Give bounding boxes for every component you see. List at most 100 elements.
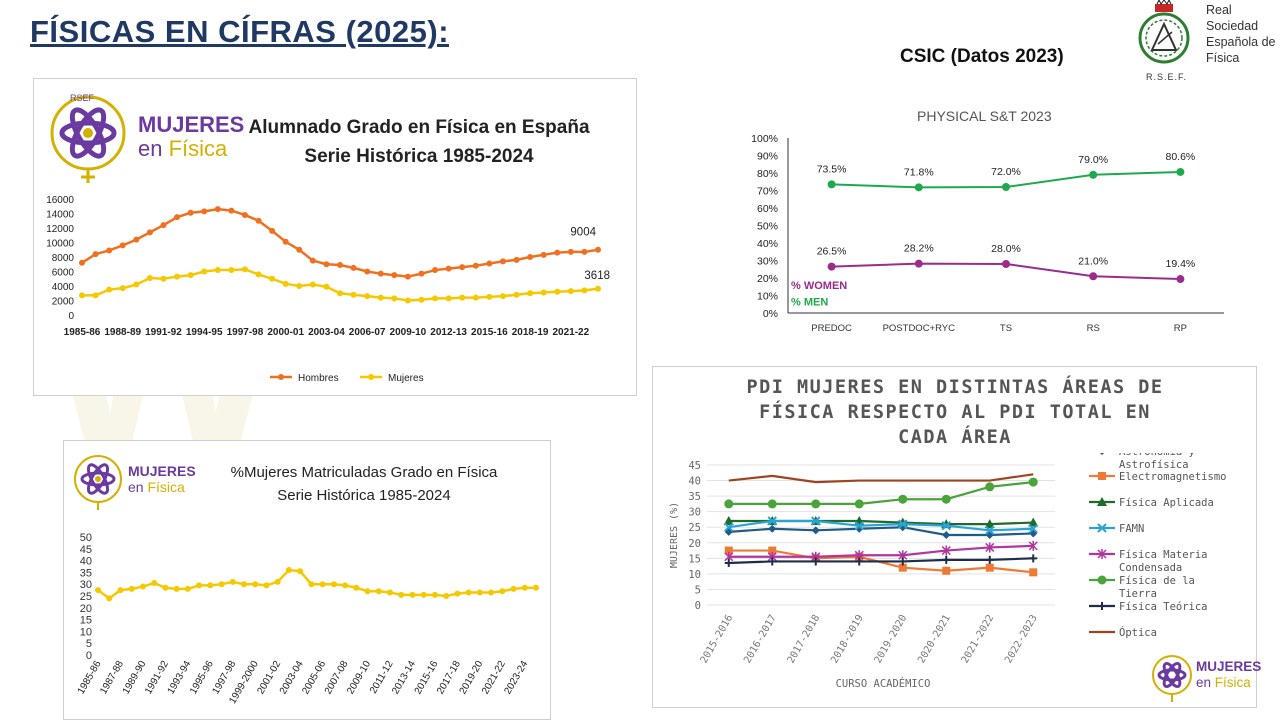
data-point xyxy=(319,581,326,588)
data-point xyxy=(914,183,923,192)
y-axis-label: MUJERES (%) xyxy=(669,502,680,568)
data-point xyxy=(1098,472,1106,480)
data-point xyxy=(898,494,908,504)
data-point xyxy=(282,280,289,287)
x-tick-label: RS xyxy=(1087,323,1100,334)
data-point xyxy=(554,249,561,256)
data-point xyxy=(914,259,923,268)
data-point xyxy=(133,236,140,243)
data-point xyxy=(255,217,262,224)
data-point xyxy=(985,563,994,572)
data-point xyxy=(404,273,411,280)
y-tick-label: 0 xyxy=(86,650,92,662)
data-point xyxy=(499,258,506,265)
data-point xyxy=(309,257,316,264)
data-point xyxy=(942,531,951,539)
data-point xyxy=(174,214,181,221)
x-tick-label: 2017-2018 xyxy=(786,613,823,665)
data-point xyxy=(1028,477,1038,487)
data-point xyxy=(162,584,169,591)
alumnado-line-chart: 16000 14000 12000 10000 8000 6000 4000 2000 0 198… xyxy=(46,195,610,384)
data-point xyxy=(308,581,315,588)
data-point xyxy=(581,248,588,255)
y-tick-label: 20 xyxy=(688,538,701,550)
data-point xyxy=(854,520,864,531)
data-point xyxy=(767,499,777,509)
data-point xyxy=(330,581,337,588)
data-point xyxy=(488,589,495,596)
x-tick-label: POSTDOC+RYC xyxy=(883,323,956,334)
data-point xyxy=(554,288,561,295)
data-point xyxy=(418,270,425,277)
alumnado-chart-title: Alumnado Grado en Física en España Serie… xyxy=(248,117,590,167)
data-point xyxy=(827,262,836,271)
data-point xyxy=(527,254,534,260)
data-point xyxy=(79,259,85,266)
y-tick-label: 12000 xyxy=(46,224,74,235)
logo-rsef-text: RSEF xyxy=(70,93,95,103)
data-point xyxy=(724,522,734,532)
data-point xyxy=(350,264,357,271)
data-point xyxy=(1089,170,1098,179)
data-point xyxy=(985,542,995,553)
data-point xyxy=(214,206,221,213)
data-point xyxy=(898,519,908,529)
csic-label: CSIC (Datos 2023) xyxy=(900,46,1064,67)
data-point xyxy=(263,582,270,589)
data-point xyxy=(595,285,601,292)
data-point xyxy=(364,268,371,275)
mujeres-fisica-logo-small-icon xyxy=(74,455,122,510)
data-point xyxy=(431,591,438,598)
data-point xyxy=(1029,554,1038,563)
data-point xyxy=(128,585,135,592)
y-tick-label: 35 xyxy=(688,491,701,503)
data-point xyxy=(79,292,85,299)
rsef-abbrev: R.S.E.F. xyxy=(1146,72,1188,82)
data-point xyxy=(486,260,493,267)
x-tick-label: TS xyxy=(1000,323,1012,334)
legend-label: Óptica xyxy=(1119,626,1157,639)
data-point xyxy=(811,526,820,535)
data-point xyxy=(499,588,506,595)
data-label: 71.8% xyxy=(904,166,934,178)
data-point xyxy=(1176,167,1185,176)
data-point xyxy=(106,247,113,254)
y-tick-label: 16000 xyxy=(46,195,74,206)
legend-label: Hombres xyxy=(298,373,339,384)
data-point xyxy=(567,248,574,255)
data-point xyxy=(92,251,99,258)
series-line-mujeres xyxy=(97,568,536,600)
data-point xyxy=(827,180,836,189)
data-point xyxy=(724,546,733,555)
y-tick-label: 40% xyxy=(757,238,778,250)
data-point xyxy=(269,275,276,282)
data-point xyxy=(1028,524,1038,534)
data-label: 73.5% xyxy=(817,163,847,175)
data-point xyxy=(941,520,951,531)
data-point xyxy=(387,589,393,596)
data-label: 26.5% xyxy=(817,246,847,258)
data-point xyxy=(445,295,452,302)
data-point xyxy=(459,294,466,301)
legend-label: Física Teórica xyxy=(1119,601,1208,613)
data-point xyxy=(187,272,194,279)
data-point xyxy=(187,209,194,216)
porcentaje-line-chart: 504540353025201510501985-861987-881989-9… xyxy=(76,532,539,706)
data-point xyxy=(942,566,951,575)
data-point xyxy=(117,587,124,594)
data-label: 21.0% xyxy=(1078,255,1108,267)
y-tick-label: 90% xyxy=(757,151,778,163)
data-point xyxy=(309,281,316,288)
data-point xyxy=(296,246,303,253)
data-point xyxy=(445,265,452,272)
data-point xyxy=(139,583,146,590)
data-point xyxy=(228,267,235,274)
data-point xyxy=(459,264,466,271)
pdi-chart-title: PDI MUJERES EN DISTINTAS ÁREAS DE FÍSICA… xyxy=(746,377,1164,448)
data-point xyxy=(527,290,534,297)
data-point xyxy=(229,578,236,585)
y-tick-label: 15 xyxy=(80,615,92,627)
data-point xyxy=(364,588,371,595)
data-point xyxy=(854,499,864,509)
data-point xyxy=(398,591,405,598)
